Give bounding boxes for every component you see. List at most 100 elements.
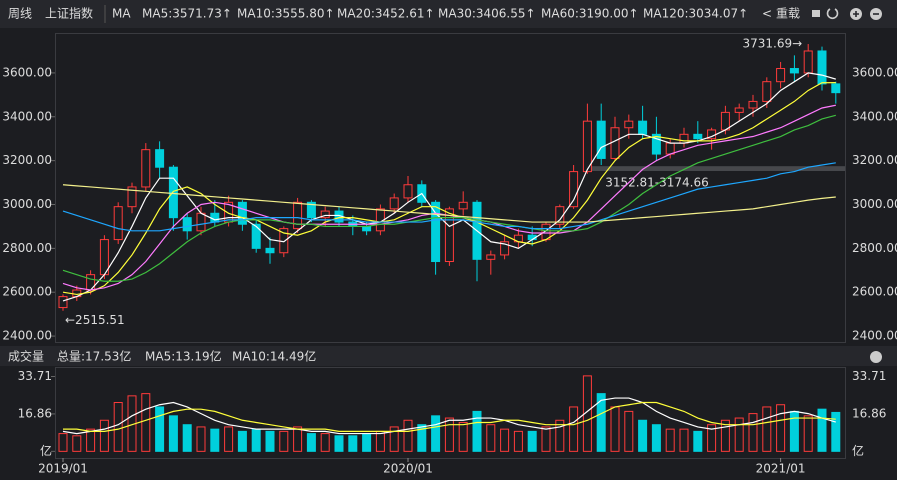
candle-body bbox=[182, 217, 192, 232]
volume-bar bbox=[817, 408, 827, 452]
y-tick-label: 33.71 bbox=[18, 369, 52, 383]
volume-bar bbox=[237, 430, 247, 452]
band-label: 3152.81-3174.66 bbox=[605, 175, 709, 189]
index-name[interactable]: 上证指数 bbox=[45, 6, 93, 21]
candle-body bbox=[624, 120, 634, 129]
candle-body bbox=[389, 197, 399, 210]
volume-bar bbox=[403, 419, 413, 452]
volume-bar bbox=[72, 435, 82, 452]
candle-body bbox=[306, 201, 316, 219]
refresh-icon[interactable] bbox=[826, 8, 839, 20]
candle-body bbox=[582, 120, 592, 173]
volume-bar bbox=[803, 415, 813, 452]
volume-bar bbox=[720, 419, 730, 452]
candle-body bbox=[720, 111, 730, 131]
candle-body bbox=[431, 201, 441, 263]
volume-bar bbox=[196, 426, 206, 452]
volume-bar bbox=[389, 426, 399, 452]
candle-body bbox=[651, 133, 661, 155]
volume-bar bbox=[734, 417, 744, 452]
volume-bar bbox=[168, 415, 178, 452]
candle-body bbox=[320, 210, 330, 219]
volume-bar bbox=[251, 428, 261, 452]
period[interactable]: 周线 bbox=[8, 7, 32, 21]
volume-bar bbox=[348, 435, 358, 452]
candle-body bbox=[265, 247, 275, 254]
volume-bar bbox=[624, 410, 634, 452]
legend-entry: MA120:3034.07↑ bbox=[643, 7, 748, 21]
candle-body bbox=[748, 100, 758, 109]
candle-body bbox=[237, 201, 247, 225]
candle-body bbox=[638, 120, 648, 135]
candle-body bbox=[569, 171, 579, 208]
volume-header bbox=[0, 346, 897, 366]
candle-body bbox=[458, 201, 468, 210]
volume-bar bbox=[541, 426, 551, 452]
volume-bar bbox=[99, 419, 109, 452]
volume-bar bbox=[651, 424, 661, 452]
lock-icon[interactable] bbox=[812, 10, 820, 17]
price-frame bbox=[55, 33, 846, 343]
volume-bar bbox=[831, 411, 841, 452]
candle-body bbox=[127, 186, 137, 208]
candle-body bbox=[251, 223, 261, 249]
y-tick-label-right: 3200.00 bbox=[852, 153, 897, 167]
candle-body bbox=[734, 107, 744, 113]
x-tick-label: 2020/01 bbox=[383, 462, 433, 476]
prev-button[interactable]: < bbox=[762, 7, 772, 21]
candle-body bbox=[444, 208, 454, 263]
legend-entry: MA30:3406.55↑ bbox=[438, 7, 536, 21]
reload[interactable]: 重载 bbox=[776, 7, 800, 21]
y-tick-label-right: 亿 bbox=[852, 443, 864, 458]
y-tick-label-right: 33.71 bbox=[852, 369, 886, 383]
candle-body bbox=[693, 133, 703, 140]
volume-bar bbox=[293, 426, 303, 452]
ma-line bbox=[62, 82, 836, 296]
legend-entry: MA5:3571.73↑ bbox=[142, 7, 232, 21]
candle-body bbox=[679, 133, 689, 144]
toolbar bbox=[0, 0, 897, 28]
candle-body bbox=[500, 241, 510, 256]
candle-body bbox=[293, 201, 303, 230]
y-tick-label: 亿 bbox=[40, 443, 52, 458]
legend-entry: MA60:3190.00↑ bbox=[541, 7, 639, 21]
y-tick-label: 2600.00 bbox=[2, 285, 52, 299]
y-tick-label: 2400.00 bbox=[2, 329, 52, 343]
candle-body bbox=[196, 212, 206, 232]
y-tick-label-right: 3000.00 bbox=[852, 197, 897, 211]
volume-bar bbox=[569, 406, 579, 452]
volume-frame bbox=[55, 367, 846, 459]
y-tick-label-right: 2400.00 bbox=[852, 329, 897, 343]
volume-ma-line bbox=[63, 401, 836, 432]
volume-legend-entry: MA5:13.19亿 bbox=[145, 349, 222, 364]
volume-total: 总量:17.53亿 bbox=[57, 349, 131, 364]
y-tick-label: 3200.00 bbox=[2, 153, 52, 167]
candle-body bbox=[831, 83, 841, 94]
volume-bar bbox=[513, 430, 523, 452]
candle-body bbox=[789, 68, 799, 74]
volume-bar bbox=[665, 428, 675, 452]
volume-close[interactable] bbox=[870, 351, 882, 363]
y-tick-label: 2800.00 bbox=[2, 241, 52, 255]
candle-body bbox=[555, 206, 565, 225]
y-tick-label-right: 3400.00 bbox=[852, 109, 897, 123]
volume-bar bbox=[638, 419, 648, 452]
legend-entry: MA10:3555.80↑ bbox=[237, 7, 335, 21]
candle-body bbox=[168, 166, 178, 219]
volume-bar bbox=[500, 428, 510, 452]
indicator[interactable]: MA bbox=[112, 7, 131, 21]
volume-bar bbox=[555, 419, 565, 452]
volume-bar bbox=[748, 413, 758, 452]
ma-line bbox=[62, 162, 836, 232]
candle-body bbox=[362, 225, 372, 232]
candle-body bbox=[58, 296, 68, 309]
candle-body bbox=[665, 142, 675, 155]
volume-bar bbox=[113, 402, 123, 452]
volume-bar bbox=[776, 404, 786, 452]
volume-bar bbox=[334, 435, 344, 452]
volume-bar bbox=[86, 428, 96, 452]
volume-bar bbox=[679, 428, 689, 452]
volume-bar bbox=[610, 406, 620, 452]
y-tick-label-right: 3600.00 bbox=[852, 65, 897, 79]
